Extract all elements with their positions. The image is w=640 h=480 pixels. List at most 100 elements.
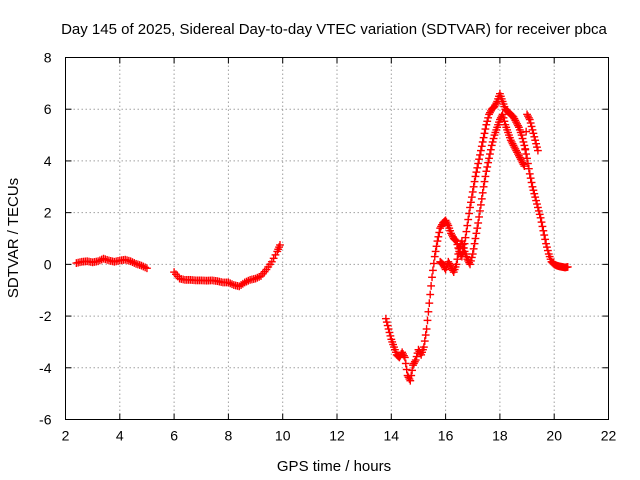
data-point bbox=[537, 218, 546, 227]
data-points bbox=[72, 89, 572, 385]
data-point bbox=[466, 260, 474, 269]
data-point bbox=[526, 174, 535, 183]
data-point bbox=[521, 144, 530, 153]
data-point bbox=[475, 213, 483, 221]
data-point bbox=[487, 141, 496, 150]
data-point bbox=[424, 307, 433, 316]
chart-title: Day 145 of 2025, Sidereal Day-to-day VTE… bbox=[61, 21, 607, 38]
data-point bbox=[472, 168, 481, 177]
data-point bbox=[453, 255, 462, 264]
data-point bbox=[276, 241, 284, 249]
data-point bbox=[473, 224, 482, 233]
data-point bbox=[481, 125, 490, 133]
data-point bbox=[454, 250, 463, 258]
data-point bbox=[476, 146, 485, 155]
data-point bbox=[478, 188, 487, 197]
data-point bbox=[473, 163, 482, 172]
data-point bbox=[470, 177, 479, 186]
data-point bbox=[542, 239, 550, 248]
y-tick-labels: -6 -4 -2 0 2 4 6 8 bbox=[39, 50, 52, 428]
data-point bbox=[539, 226, 548, 235]
x-tick-label: 18 bbox=[492, 428, 508, 444]
data-point bbox=[467, 198, 475, 207]
data-point bbox=[484, 158, 493, 167]
x-tick-label: 10 bbox=[275, 428, 291, 444]
x-tick-label: 16 bbox=[438, 428, 454, 444]
data-point bbox=[480, 129, 489, 138]
data-point bbox=[540, 231, 549, 239]
data-point bbox=[429, 259, 438, 268]
data-point bbox=[469, 244, 478, 253]
data-point bbox=[412, 352, 421, 361]
data-point bbox=[530, 132, 539, 141]
data-point bbox=[465, 209, 474, 218]
data-point bbox=[429, 266, 437, 275]
data-point bbox=[428, 273, 436, 282]
y-tick-label: -2 bbox=[39, 308, 52, 324]
x-tick-label: 12 bbox=[329, 428, 345, 444]
data-point bbox=[421, 331, 430, 339]
data-point bbox=[435, 228, 444, 237]
data-point bbox=[529, 129, 538, 138]
data-point bbox=[432, 242, 441, 251]
data-point bbox=[467, 193, 476, 202]
data-point bbox=[385, 328, 394, 337]
data-point bbox=[519, 138, 528, 146]
y-tick-label: 0 bbox=[44, 256, 52, 272]
data-point bbox=[407, 371, 416, 380]
data-point bbox=[523, 154, 531, 163]
data-point bbox=[474, 219, 483, 227]
data-point bbox=[479, 133, 488, 142]
x-tick-label: 4 bbox=[116, 428, 124, 444]
data-point bbox=[480, 177, 489, 186]
data-point bbox=[536, 213, 545, 222]
data-point bbox=[401, 359, 410, 368]
y-axis-label: SDTVAR / TECUs bbox=[5, 178, 22, 298]
x-axis-label: GPS time / hours bbox=[277, 458, 391, 475]
data-point bbox=[386, 331, 395, 340]
data-point bbox=[499, 113, 508, 122]
data-point bbox=[518, 134, 527, 143]
plot-frame bbox=[65, 57, 609, 420]
data-point bbox=[543, 246, 552, 255]
data-point bbox=[527, 122, 536, 131]
data-point bbox=[381, 314, 390, 323]
data-point bbox=[458, 240, 467, 249]
data-point bbox=[462, 227, 471, 236]
data-point bbox=[477, 142, 486, 151]
data-point bbox=[500, 117, 509, 126]
data-point bbox=[382, 318, 391, 327]
data-point bbox=[383, 321, 392, 330]
data-point bbox=[452, 260, 461, 269]
data-point bbox=[477, 194, 486, 203]
data-point bbox=[427, 282, 436, 290]
data-point bbox=[143, 264, 151, 273]
data-point bbox=[423, 316, 432, 325]
data-point bbox=[406, 376, 415, 385]
data-point bbox=[520, 162, 529, 171]
data-point bbox=[476, 207, 484, 215]
x-tick-label: 22 bbox=[601, 428, 617, 444]
data-point bbox=[479, 182, 488, 191]
grid-lines bbox=[65, 57, 609, 420]
data-point bbox=[466, 203, 474, 212]
data-point bbox=[451, 236, 460, 245]
data-point bbox=[425, 299, 434, 308]
data-point bbox=[535, 210, 544, 219]
x-tick-label: 6 bbox=[170, 428, 178, 444]
data-point bbox=[467, 257, 475, 265]
data-point bbox=[464, 215, 473, 224]
data-point bbox=[470, 239, 479, 248]
data-point bbox=[527, 178, 536, 187]
data-point bbox=[467, 253, 476, 262]
data-point bbox=[520, 141, 529, 150]
data-point bbox=[517, 131, 526, 139]
data-point bbox=[538, 222, 547, 231]
data-point bbox=[532, 139, 540, 148]
x-tick-labels: 2 4 6 8 10 12 14 16 18 20 22 bbox=[62, 428, 617, 444]
data-point bbox=[472, 229, 481, 238]
data-point bbox=[541, 235, 550, 244]
data-point bbox=[486, 145, 495, 154]
data-point bbox=[528, 125, 537, 134]
data-point bbox=[461, 233, 470, 242]
